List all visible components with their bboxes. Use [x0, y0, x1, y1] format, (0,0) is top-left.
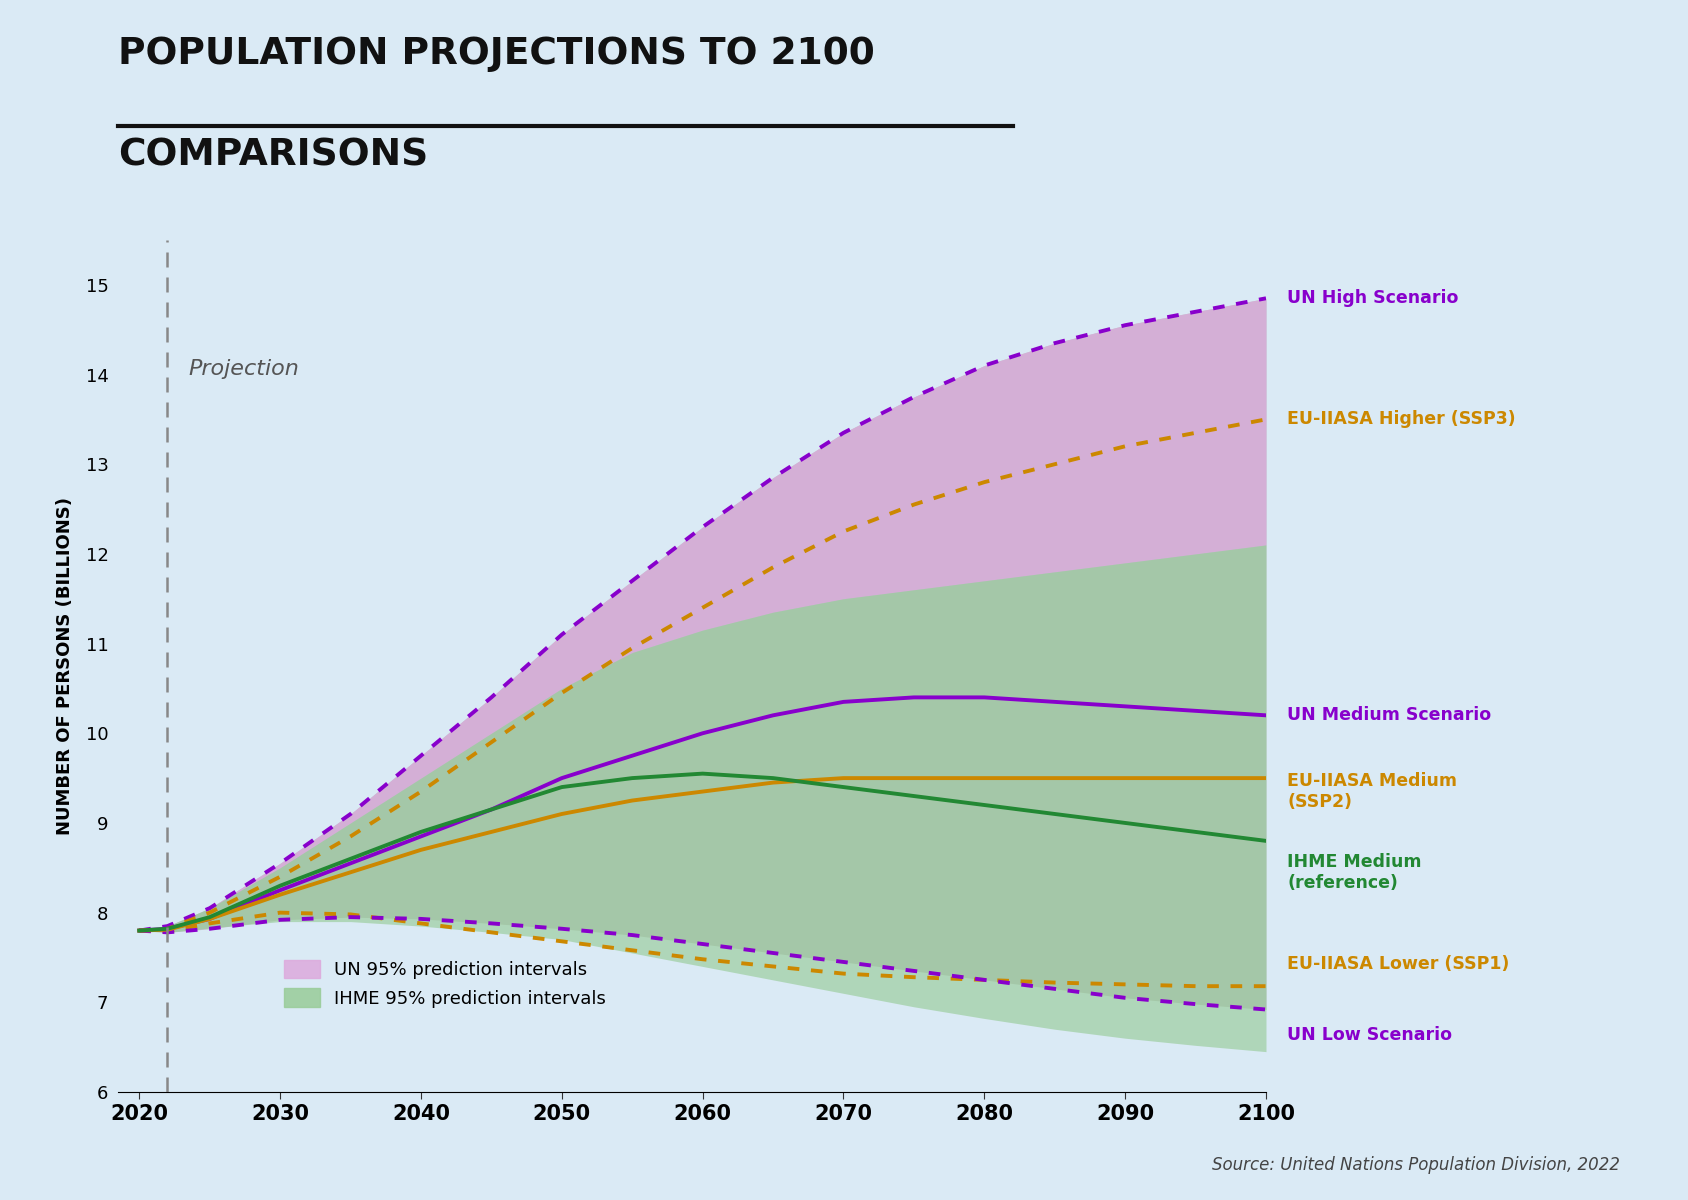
Text: Source: United Nations Population Division, 2022: Source: United Nations Population Divisi…: [1212, 1156, 1620, 1174]
Legend: UN 95% prediction intervals, IHME 95% prediction intervals: UN 95% prediction intervals, IHME 95% pr…: [277, 953, 613, 1015]
Text: EU-IIASA Lower (SSP1): EU-IIASA Lower (SSP1): [1288, 955, 1509, 973]
Y-axis label: NUMBER OF PERSONS (BILLIONS): NUMBER OF PERSONS (BILLIONS): [56, 497, 74, 835]
Text: COMPARISONS: COMPARISONS: [118, 138, 429, 174]
Text: UN Medium Scenario: UN Medium Scenario: [1288, 707, 1491, 725]
Text: EU-IIASA Medium
(SSP2): EU-IIASA Medium (SSP2): [1288, 772, 1457, 811]
Text: IHME Medium
(reference): IHME Medium (reference): [1288, 853, 1421, 892]
Text: Projection: Projection: [189, 359, 299, 378]
Text: UN Low Scenario: UN Low Scenario: [1288, 1026, 1452, 1044]
Text: EU-IIASA Higher (SSP3): EU-IIASA Higher (SSP3): [1288, 410, 1516, 428]
Text: UN High Scenario: UN High Scenario: [1288, 289, 1458, 307]
Text: POPULATION PROJECTIONS TO 2100: POPULATION PROJECTIONS TO 2100: [118, 36, 874, 72]
